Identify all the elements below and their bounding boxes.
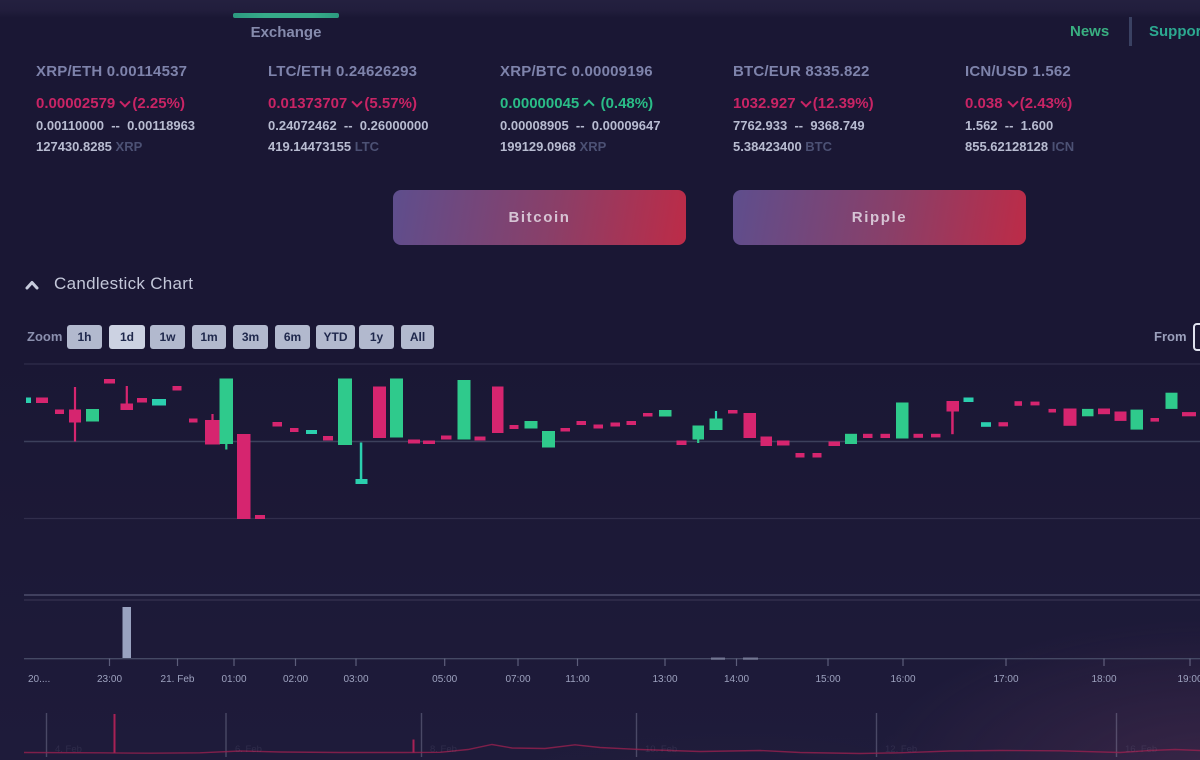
svg-text:18:00: 18:00 [1091, 674, 1116, 685]
svg-text:8. Feb: 8. Feb [430, 744, 457, 755]
svg-text:07:00: 07:00 [505, 674, 530, 685]
svg-text:16:00: 16:00 [890, 674, 915, 685]
svg-text:19:00: 19:00 [1177, 674, 1200, 685]
svg-text:21. Feb: 21. Feb [161, 674, 195, 685]
svg-text:10. Feb: 10. Feb [645, 744, 677, 755]
svg-text:03:00: 03:00 [343, 674, 368, 685]
svg-text:05:00: 05:00 [432, 674, 457, 685]
svg-text:13:00: 13:00 [652, 674, 677, 685]
svg-text:6. Feb: 6. Feb [235, 744, 262, 755]
svg-text:11:00: 11:00 [565, 674, 590, 685]
svg-text:20....: 20.... [28, 674, 50, 685]
svg-text:02:00: 02:00 [283, 674, 308, 685]
svg-text:4. Feb: 4. Feb [55, 744, 82, 755]
svg-text:23:00: 23:00 [97, 674, 122, 685]
svg-text:17:00: 17:00 [993, 674, 1018, 685]
svg-text:16. Feb: 16. Feb [1125, 744, 1157, 755]
svg-text:15:00: 15:00 [815, 674, 840, 685]
svg-text:01:00: 01:00 [221, 674, 246, 685]
svg-text:14:00: 14:00 [724, 674, 749, 685]
svg-text:12. Feb: 12. Feb [885, 744, 917, 755]
